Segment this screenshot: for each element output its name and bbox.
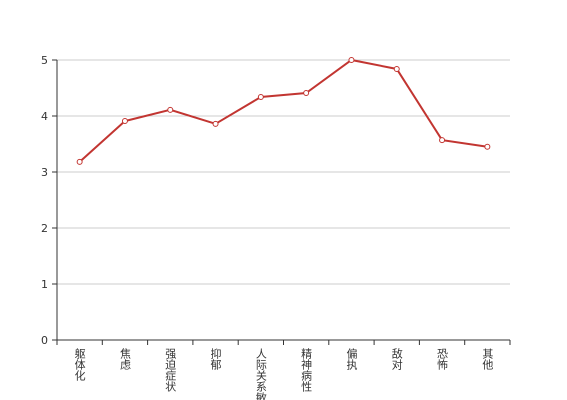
point <box>393 65 400 72</box>
line <box>78 58 488 163</box>
point <box>212 120 219 127</box>
point <box>76 158 83 165</box>
y-tick-label: 1 <box>41 278 48 291</box>
y-tick-label: 0 <box>41 334 48 347</box>
x-tick-label: 恐怖 <box>436 348 449 370</box>
point <box>439 137 446 144</box>
x-tick-label: 精神病性 <box>300 348 313 393</box>
y-tick-label: 5 <box>41 54 48 67</box>
y-tick-label: 4 <box>41 110 48 123</box>
x-tick-label: 强迫症状 <box>164 348 177 392</box>
x-tick-label: 偏执 <box>345 347 358 371</box>
point <box>303 90 310 97</box>
point <box>121 118 128 125</box>
point <box>484 143 491 150</box>
x-tick-label: 其他 <box>481 348 494 370</box>
x-tick-label: 人际关系敏感 <box>254 348 267 400</box>
point <box>348 57 355 63</box>
x-tick-label: 躯体化 <box>73 348 86 382</box>
point <box>257 93 264 100</box>
y-tick-label: 2 <box>41 222 48 235</box>
y-tick-label: 3 <box>41 166 48 179</box>
x-tick-label: 抑郁 <box>209 347 222 370</box>
x-tick-label: 焦虑 <box>118 348 131 370</box>
point <box>167 106 174 113</box>
x-tick-label: 敌对 <box>390 347 403 370</box>
